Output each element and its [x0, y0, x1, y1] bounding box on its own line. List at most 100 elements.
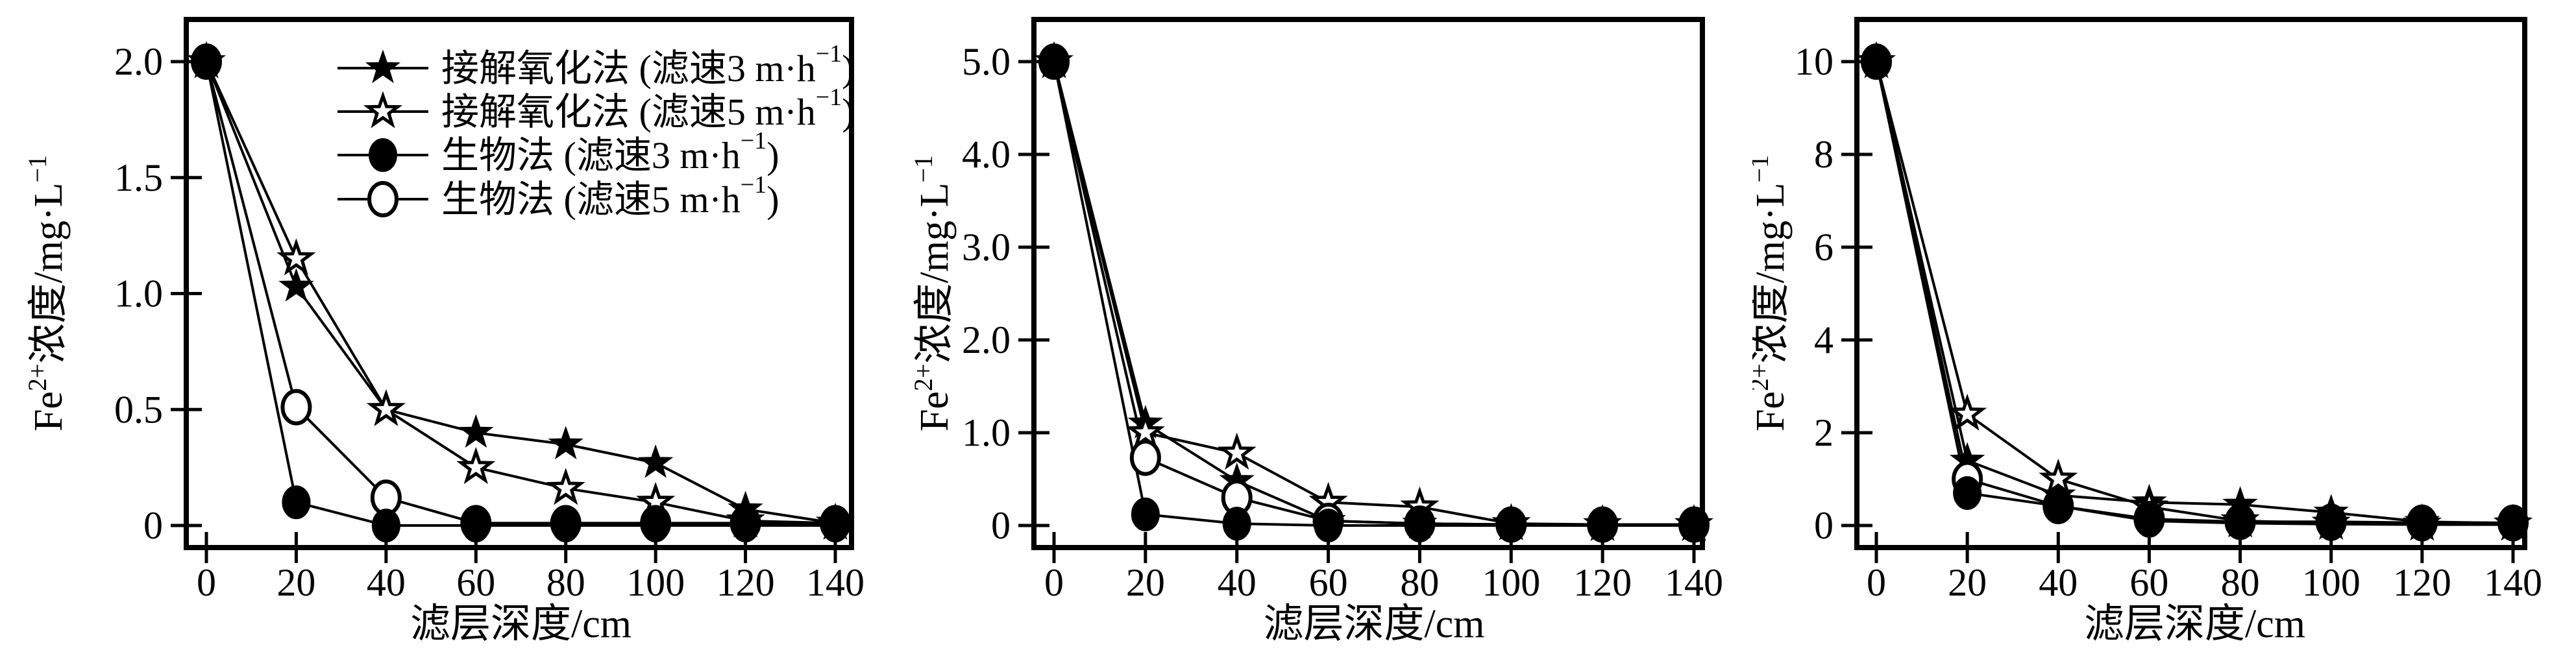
- y-tick-label: 0: [991, 504, 1011, 547]
- y-tick-label: 1.0: [962, 411, 1011, 454]
- x-tick-label: 60: [1309, 561, 1348, 604]
- legend-item: 生物法 (滤速3 m·h−1): [337, 127, 779, 176]
- circle-filled-marker-icon: [371, 509, 400, 542]
- circle-open-marker-icon: [1129, 439, 1161, 476]
- series-contact-oxidation-speed-3-line: [205, 61, 836, 525]
- star-open-marker-icon: [276, 238, 316, 276]
- star-open-marker-icon: [546, 468, 585, 505]
- x-tick-label: 120: [717, 561, 775, 604]
- series-biological-speed-3-markers: [192, 45, 850, 542]
- y-axis: 0 0.5 1.0 1.5 2.0: [114, 40, 202, 547]
- y-tick-label: 0.5: [114, 388, 163, 431]
- legend-item: 接解氧化法 (滤速3 m·h−1): [337, 40, 855, 90]
- chart-panel-3: 0 20 40 60 80 100 120 140 0 2 4 6 8 10 滤层深度/cm Fe2+浓度/m…: [1752, 0, 2576, 652]
- series-biological-speed-5-line: [1875, 61, 2513, 524]
- circle-filled-marker-icon: [282, 485, 311, 520]
- plot-border: [1854, 17, 2527, 550]
- chart-influent-2mg: 0 20 40 60 80 100 120 140 0 0.5 1.0 1.5 2.0 滤层深度/cm Fe…: [23, 17, 865, 646]
- x-tick-label: 40: [1218, 561, 1257, 604]
- circle-filled-marker-icon: [1588, 509, 1617, 542]
- circle-open-marker-icon: [280, 389, 312, 426]
- x-tick-label: 0: [1867, 561, 1886, 604]
- circle-filled-marker-icon: [461, 509, 491, 542]
- circle-filled-marker-icon: [641, 509, 670, 542]
- plot-border: [1031, 17, 1705, 550]
- chart-influent-5mg: 0 20 40 60 80 100 120 140 0 1.0 2.0 3.0 4.0 5.0 滤层深度/c…: [909, 17, 1723, 646]
- x-tick-label: 20: [1126, 561, 1165, 604]
- legend-label: 生物法 (滤速3 m·h−1): [441, 127, 779, 176]
- x-tick-label: 140: [1665, 561, 1723, 604]
- circle-filled-marker-icon: [369, 138, 397, 172]
- x-tick-label: 0: [197, 561, 216, 604]
- x-tick-label: 120: [2393, 561, 2451, 604]
- circle-filled-marker-icon: [1040, 45, 1068, 78]
- x-tick-label: 60: [456, 561, 495, 604]
- y-axis-title: Fe2+浓度/mg·L−1: [1752, 155, 1793, 431]
- y-tick-label: 3.0: [962, 226, 1011, 269]
- x-axis-title: 滤层深度/cm: [410, 602, 632, 646]
- circle-filled-marker-icon: [1405, 509, 1434, 542]
- star-filled-marker-icon: [548, 426, 583, 459]
- star-filled-marker-icon: [458, 414, 494, 448]
- x-tick-label: 60: [2129, 561, 2168, 604]
- series-biological-speed-5-markers: [1038, 43, 1710, 543]
- chart-panel-2: 0 20 40 60 80 100 120 140 0 1.0 2.0 3.0 4.0 5.0 滤层深度/c…: [909, 0, 1752, 652]
- series-contact-oxidation-speed-3-line: [1875, 61, 2514, 525]
- legend-item: 生物法 (滤速5 m·h−1): [337, 171, 779, 221]
- x-tick-label: 40: [367, 561, 406, 604]
- circle-filled-marker-icon: [192, 45, 221, 78]
- y-tick-label: 2: [1814, 411, 1834, 454]
- x-tick-label: 0: [1044, 561, 1064, 604]
- star-open-marker-icon: [456, 446, 496, 485]
- star-filled-marker-icon: [637, 444, 674, 478]
- chart-influent-10mg: 0 20 40 60 80 100 120 140 0 2 4 6 8 10 滤层深度/cm Fe2+浓度/m…: [1752, 17, 2542, 646]
- y-tick-label: 4: [1814, 319, 1834, 361]
- x-tick-label: 100: [2302, 561, 2361, 604]
- y-tick-label: 8: [1814, 133, 1834, 176]
- circle-filled-marker-icon: [1131, 497, 1160, 531]
- star-open-marker-icon: [363, 91, 403, 128]
- chart-panel-1: 0 20 40 60 80 100 120 140 0 0.5 1.0 1.5 2.0 滤层深度/cm Fe…: [0, 0, 909, 652]
- circle-filled-marker-icon: [1862, 45, 1891, 78]
- series-biological-speed-3-markers: [1862, 45, 2527, 542]
- y-tick-label: 1.5: [114, 156, 163, 199]
- circle-filled-marker-icon: [1497, 509, 1526, 542]
- y-tick-label: 0: [1814, 504, 1834, 547]
- x-tick-label: 80: [1400, 561, 1439, 604]
- y-tick-label: 6: [1814, 226, 1834, 269]
- star-open-marker-icon: [366, 389, 406, 426]
- circle-filled-marker-icon: [1222, 507, 1251, 541]
- circle-filled-marker-icon: [2316, 507, 2346, 541]
- circle-filled-marker-icon: [2407, 507, 2436, 542]
- series-biological-speed-5-markers: [1861, 43, 2529, 541]
- y-tick-label: 5.0: [962, 40, 1011, 83]
- x-axis: 0 20 40 60 80 100 120 140: [1044, 532, 1723, 604]
- x-tick-label: 80: [546, 561, 585, 604]
- star-open-marker-icon: [1217, 432, 1257, 470]
- star-filled-marker-icon: [278, 268, 314, 302]
- x-tick-label: 100: [626, 561, 685, 604]
- legend-label: 接解氧化法 (滤速3 m·h−1): [441, 40, 855, 90]
- legend-label: 接解氧化法 (滤速5 m·h−1): [441, 84, 855, 133]
- legend: 接解氧化法 (滤速3 m·h−1)接解氧化法 (滤速5 m·h−1)生物法 (滤…: [337, 40, 855, 221]
- x-tick-label: 20: [276, 561, 315, 604]
- y-axis-title: Fe2+浓度/mg·L−1: [23, 155, 71, 431]
- x-tick-label: 40: [2039, 561, 2078, 604]
- y-tick-label: 2.0: [962, 319, 1011, 361]
- circle-filled-marker-icon: [2226, 506, 2255, 540]
- legend-label: 生物法 (滤速5 m·h−1): [441, 171, 779, 221]
- x-tick-label: 100: [1482, 561, 1540, 604]
- x-tick-label: 120: [1573, 561, 1632, 604]
- legend-item: 接解氧化法 (滤速5 m·h−1): [337, 84, 855, 133]
- y-tick-label: 4.0: [962, 133, 1011, 176]
- circle-filled-marker-icon: [551, 509, 580, 542]
- x-axis-title: 滤层深度/cm: [2084, 602, 2305, 646]
- y-tick-label: 10: [1795, 40, 1834, 83]
- y-axis: 0 1.0 2.0 3.0 4.0 5.0: [962, 40, 1049, 547]
- circle-filled-marker-icon: [1314, 509, 1343, 542]
- x-tick-label: 140: [806, 561, 865, 604]
- star-open-marker-icon: [2039, 458, 2078, 496]
- x-tick-label: 20: [1948, 561, 1987, 604]
- x-axis-title: 滤层深度/cm: [1264, 602, 1485, 646]
